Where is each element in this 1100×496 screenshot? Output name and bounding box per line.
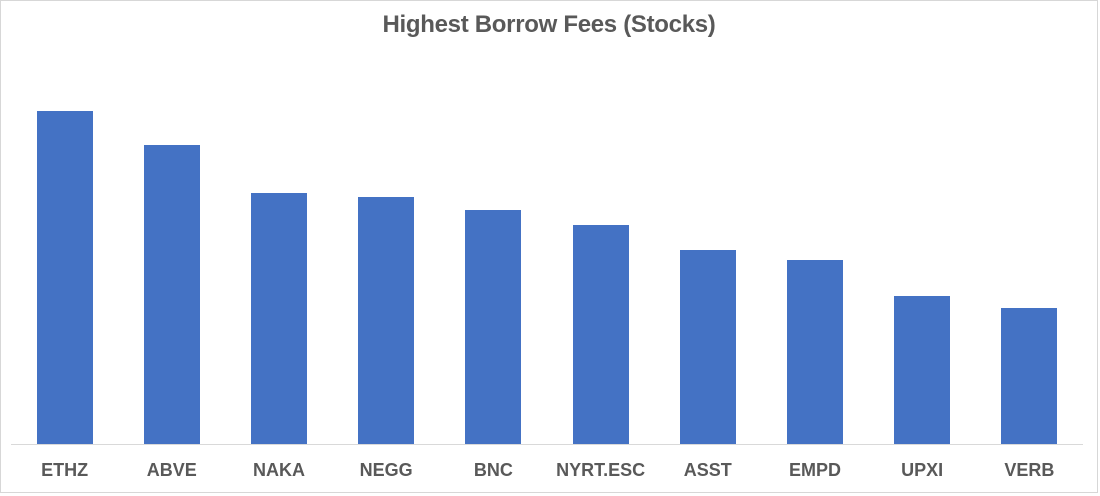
category-label-ethz: ETHZ [41,460,89,480]
bar-nyrt-esc [572,225,629,444]
bar-upxi [894,296,951,444]
bar-bnc [465,210,522,444]
category-label-bnc: BNC [473,460,513,480]
category-label-abve: ABVE [146,460,197,480]
category-label-nyrt-esc: NYRT.ESC [556,460,646,480]
bar-empd [787,260,843,444]
category-label-asst: ASST [683,460,732,480]
category-label-negg: NEGG [359,460,413,480]
bar-abve [143,145,200,444]
category-label-verb: VERB [1004,460,1055,480]
chart-title: Highest Borrow Fees (Stocks) [382,11,716,38]
bar-negg [358,197,415,444]
category-label-naka: NAKA [252,460,305,480]
x-axis-line [11,444,1083,445]
category-label-empd: EMPD [788,460,841,480]
bar-naka [251,193,307,444]
bar-asst [679,250,736,444]
category-label-upxi: UPXI [901,460,944,480]
bar-ethz [36,111,93,444]
bar-verb [1001,308,1058,444]
